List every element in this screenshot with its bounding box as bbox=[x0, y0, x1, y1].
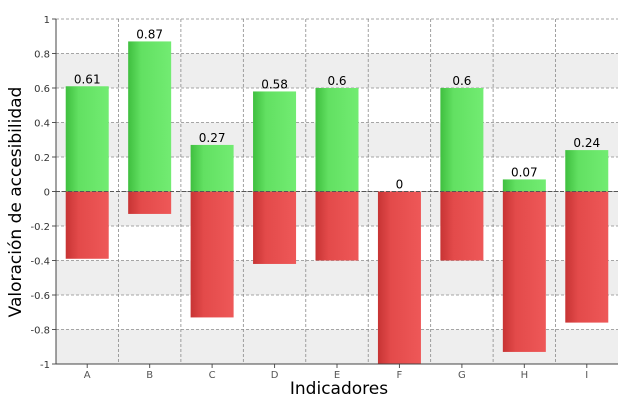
x-tick-label: F bbox=[397, 370, 403, 381]
y-tick-label: -0.2 bbox=[30, 222, 50, 233]
bar-positive-I bbox=[565, 150, 609, 192]
data-labels: 0.61 0.87 0.27 0.58 0.6 0 0.6 0.07 0.24 bbox=[74, 27, 600, 191]
y-tick-label: 0 bbox=[44, 188, 50, 199]
y-axis-title: Valoración de accesibilidad bbox=[6, 87, 26, 318]
data-label-B: 0.87 bbox=[136, 27, 163, 41]
y-tick-labels: 1 0.8 0.6 0.4 0.2 0 -0.2 -0.4 -0.6 -0.8 -1 bbox=[30, 15, 50, 371]
bar-negative-D bbox=[253, 191, 297, 264]
bar-positive-G bbox=[440, 88, 484, 192]
data-label-F: 0 bbox=[396, 178, 404, 192]
x-axis-title: Indicadores bbox=[290, 379, 388, 396]
bar-negative-F bbox=[377, 191, 421, 364]
y-tick-label: -1 bbox=[40, 360, 50, 371]
bar-negative-E bbox=[315, 191, 359, 261]
data-label-A: 0.61 bbox=[74, 72, 101, 86]
x-tick-label: C bbox=[209, 370, 216, 381]
bars bbox=[65, 41, 609, 364]
data-label-E: 0.6 bbox=[327, 74, 346, 88]
data-label-H: 0.07 bbox=[511, 165, 538, 179]
bar-positive-H bbox=[502, 179, 546, 192]
x-tick-label: B bbox=[146, 370, 153, 381]
y-tick-label: 0.6 bbox=[34, 84, 50, 95]
x-tick-labels: A B C D E F G H I bbox=[84, 370, 588, 381]
bar-negative-A bbox=[65, 191, 109, 259]
y-tick-label: -0.6 bbox=[30, 291, 50, 302]
x-tick-label: H bbox=[521, 370, 529, 381]
bar-positive-C bbox=[190, 144, 234, 192]
y-tick-label: 0.8 bbox=[34, 50, 50, 61]
x-tick-label: E bbox=[334, 370, 340, 381]
y-tick-label: 1 bbox=[44, 15, 50, 26]
bar-positive-D bbox=[253, 91, 297, 192]
y-tick-label: 0.4 bbox=[34, 119, 50, 130]
x-tick-label: A bbox=[84, 370, 91, 381]
bar-positive-E bbox=[315, 88, 359, 192]
x-tick-label: I bbox=[585, 370, 588, 381]
bar-negative-H bbox=[502, 191, 546, 352]
y-tick-label: 0.2 bbox=[34, 153, 50, 164]
y-tick-label: -0.8 bbox=[30, 326, 50, 337]
bar-positive-A bbox=[65, 86, 109, 192]
data-label-C: 0.27 bbox=[199, 131, 226, 145]
bar-negative-C bbox=[190, 191, 234, 318]
x-tick-label: G bbox=[458, 370, 466, 381]
data-label-I: 0.24 bbox=[573, 136, 600, 150]
axes bbox=[52, 18, 618, 368]
bar-positive-B bbox=[128, 41, 172, 192]
data-label-G: 0.6 bbox=[452, 74, 471, 88]
bar-negative-I bbox=[565, 191, 609, 323]
x-tick-label: D bbox=[271, 370, 279, 381]
data-label-D: 0.58 bbox=[261, 77, 288, 91]
bar-negative-B bbox=[128, 191, 172, 214]
y-tick-label: -0.4 bbox=[30, 257, 50, 268]
bar-negative-G bbox=[440, 191, 484, 261]
